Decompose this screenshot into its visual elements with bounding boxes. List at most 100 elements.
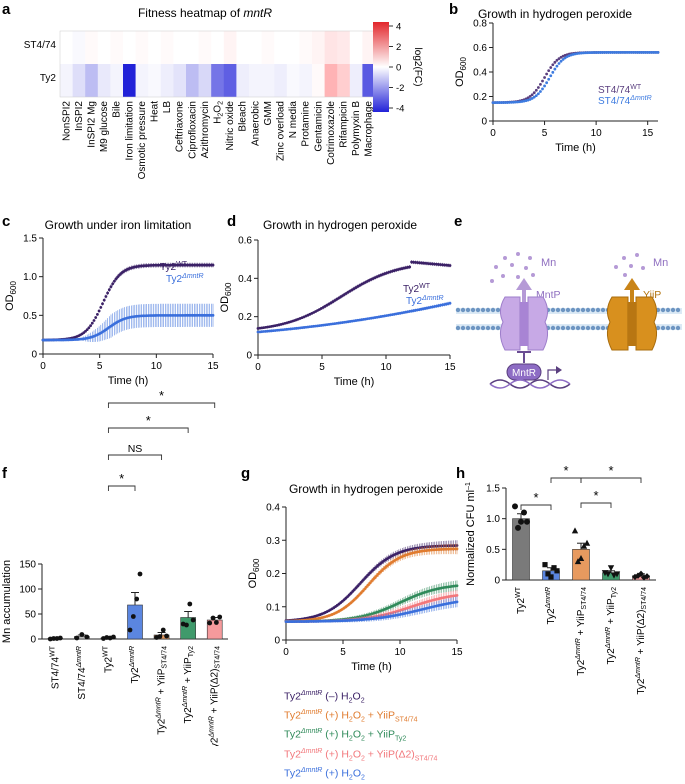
panel-c-xtick-label: 15 xyxy=(207,361,219,372)
panel-c-legend-mut-sup: ΔmntR xyxy=(181,273,203,280)
heatmap-cell xyxy=(286,64,300,97)
heatmap-cell xyxy=(148,64,162,97)
panel-d-xtick-label: 0 xyxy=(255,362,261,373)
panel-g-series-0-point xyxy=(366,573,370,577)
heatmap-x-label: Zinc overload xyxy=(276,101,287,161)
panel-c-legend-wt-name: Ty2 xyxy=(160,262,177,273)
heatmap-cell xyxy=(362,31,376,64)
panel-f-x-label-base: Ty2 xyxy=(157,718,168,735)
panel-d-xtick-label: 15 xyxy=(444,362,456,373)
panel-b-series-1-point xyxy=(590,51,594,54)
panel-g-ylabel-main: OD xyxy=(247,572,259,589)
panel-f-point xyxy=(210,615,216,621)
heatmap-cell xyxy=(274,31,288,64)
panel-b-title: Growth in hydrogen peroxide xyxy=(478,7,632,21)
panel-b-xlabel: Time (h) xyxy=(555,142,596,154)
panel-b-series-0-point xyxy=(553,60,557,64)
panel-d-xlabel: Time (h) xyxy=(334,376,375,388)
panel-b-legend-mut-name: ST4/74 xyxy=(598,96,631,107)
promoter-arrow xyxy=(547,369,558,380)
panel-b-series-1-point xyxy=(497,101,501,104)
panel-f-x-label-base: ST4/74 xyxy=(50,656,61,689)
panel-c-legend-wt: Ty2WT xyxy=(160,261,188,273)
panel-b-series-1-point xyxy=(623,51,627,54)
panel-b-series-1-point xyxy=(602,51,606,54)
growth-panel-c: Growth under iron limitation 0 5 10 15 0 0.5 1… xyxy=(4,218,219,387)
panel-b-axes xyxy=(492,23,658,122)
panel-d-ylabel-sub: 600 xyxy=(224,282,233,296)
panel-g-title: Growth in hydrogen peroxide xyxy=(289,482,443,496)
panel-b-series-1-point xyxy=(596,51,600,54)
panel-f-x-label-sup: ΔmntR xyxy=(129,646,136,668)
panel-f-x-label-base: Ty2 xyxy=(130,667,141,684)
panel-f-x-label: ST4/74WT xyxy=(49,645,61,689)
lipid-head-top xyxy=(560,307,566,313)
colorbar-tick-label: -2 xyxy=(396,83,404,94)
panel-g-series-0-point xyxy=(351,590,355,593)
panel-b-ylabel-sub: 600 xyxy=(459,57,468,71)
panel-g-legend-text: ST4/74 xyxy=(414,755,438,763)
panel-g-series-1-point xyxy=(368,581,372,585)
heatmap-cell xyxy=(211,31,225,64)
panel-h-x-label-rest: + YiiP xyxy=(606,598,617,627)
panel-h-ytick-label: 0.5 xyxy=(486,545,500,556)
panel-h-ylabel-sup: –1 xyxy=(465,482,472,490)
panel-f-x-label-base: Ty2 xyxy=(183,707,194,724)
panel-b-series-1-point xyxy=(532,95,536,99)
heatmap-cell xyxy=(148,31,162,64)
panel-h-point xyxy=(521,509,527,516)
panel-f-x-label-rest: + YiiP xyxy=(183,657,194,686)
panel-g-legend-text: (+) H xyxy=(322,709,349,722)
panel-label-c: c xyxy=(2,213,10,230)
panel-f-x-label: Ty2WT xyxy=(102,645,114,673)
panel-b-series-0-point xyxy=(532,91,536,95)
heatmap-cell xyxy=(123,31,136,64)
panel-h-point xyxy=(613,571,621,578)
panel-b-series-1-point xyxy=(561,58,565,61)
panel-f-point xyxy=(160,627,166,633)
panel-b-xtick-label: 10 xyxy=(591,128,603,139)
yiip-transporter xyxy=(606,296,658,351)
panel-g-legend-text: ΔmntR xyxy=(300,747,323,755)
panel-g-series-0-point xyxy=(358,582,361,586)
panel-g-ylabel: OD600 xyxy=(247,558,261,588)
panel-c-series-0-point xyxy=(87,326,91,330)
lipid-head-top xyxy=(600,307,606,313)
panel-b-series-1-point xyxy=(609,51,612,54)
colorbar-tick-label: 0 xyxy=(396,63,401,74)
panel-h-point xyxy=(524,518,530,525)
panel-b-series-1-point xyxy=(549,74,553,78)
lipid-head-bottom xyxy=(480,325,486,331)
heatmap-cell xyxy=(249,64,262,97)
mn-label-right: Mn xyxy=(653,257,668,269)
panel-c-ylabel-sub: 600 xyxy=(9,281,18,295)
panel-h-point xyxy=(551,565,557,571)
panel-h-x-label-sup: ΔmntR xyxy=(635,657,642,679)
panel-d-plot: 0 5 10 15 0 0.2 0.4 0.6 Time (h) OD600 xyxy=(219,236,456,389)
heatmap-x-label: GMM xyxy=(263,101,274,125)
panel-g-legend-text: 2 xyxy=(360,697,365,705)
panel-label-f: f xyxy=(2,465,8,482)
heatmap-x-label: Nitric oxide xyxy=(225,101,236,151)
lipid-head-top xyxy=(580,307,586,313)
panel-g-legend-text: O xyxy=(352,748,361,761)
panel-b-series-1-point xyxy=(611,51,615,54)
lipid-head-top xyxy=(575,307,581,313)
panel-g-series-1-point xyxy=(370,579,373,583)
panel-g-series-0-point xyxy=(347,593,351,597)
panel-g-legend-text: O xyxy=(352,728,361,741)
mn-label-left: Mn xyxy=(541,257,556,269)
panel-g-legend-text: Ty2 xyxy=(284,728,301,741)
panel-b-series-1-point xyxy=(508,101,511,104)
panel-f-x-label-sub: Ty2 xyxy=(188,646,195,657)
colorbar-tick-label: -4 xyxy=(396,104,404,115)
panel-c-series-1-point xyxy=(211,313,215,317)
heatmap-cell xyxy=(286,31,300,64)
panel-b-series-1-point xyxy=(518,100,522,104)
lipid-head-top xyxy=(465,307,471,313)
panel-b-series-1-point xyxy=(574,52,577,56)
panel-c-series-0-point xyxy=(96,312,99,316)
panel-c-series-0-point xyxy=(107,288,111,292)
panel-c-plot: 0 5 10 15 0 0.5 1.0 1.5 Time (h) OD600 xyxy=(4,234,219,388)
